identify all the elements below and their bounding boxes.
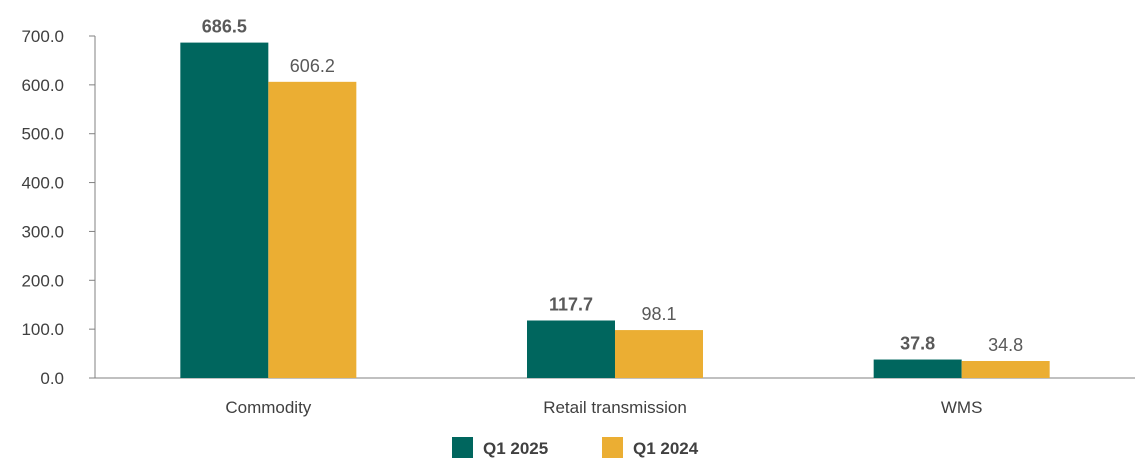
y-axis-ticks: 0.0 100.0 200.0 300.0 400.0 500.0 600.0 700.0 [21, 27, 95, 388]
legend: Q1 2025 Q1 2024 [452, 437, 699, 458]
data-label: 606.2 [290, 56, 335, 76]
x-axis-category-labels: Commodity Retail transmission WMS [225, 398, 982, 417]
y-tick-label: 100.0 [21, 320, 64, 339]
bar-q1-2024-wms [961, 360, 1050, 378]
bar-q1-2025-retail-transmission [527, 320, 615, 378]
y-tick-label: 300.0 [21, 222, 64, 241]
legend-swatch [602, 437, 623, 458]
y-tick-label: 600.0 [21, 76, 64, 95]
data-label: 34.8 [988, 335, 1023, 355]
x-category-label: WMS [941, 398, 983, 417]
y-tick-label: 500.0 [21, 125, 64, 144]
x-category-label: Retail transmission [543, 398, 687, 417]
bar-q1-2025-wms [873, 359, 962, 378]
bar-q1-2024-commodity [268, 81, 357, 378]
bar-q1-2025-commodity [180, 42, 269, 379]
legend-label: Q1 2024 [633, 439, 699, 458]
data-label: 117.7 [549, 294, 593, 314]
data-labels: 686.5 606.2 117.7 98.1 37.8 34.8 [202, 17, 1023, 355]
x-category-label: Commodity [225, 398, 311, 417]
legend-swatch [452, 437, 473, 458]
legend-label: Q1 2025 [483, 439, 548, 458]
data-label: 98.1 [641, 304, 676, 324]
data-label: 686.5 [202, 17, 247, 37]
y-tick-label: 0.0 [40, 369, 64, 388]
bar-q1-2024-retail-transmission [615, 330, 703, 378]
y-tick-label: 200.0 [21, 271, 64, 290]
data-label: 37.8 [900, 334, 935, 354]
bars [180, 42, 1050, 379]
y-tick-label: 700.0 [21, 27, 64, 46]
y-tick-label: 400.0 [21, 174, 64, 193]
